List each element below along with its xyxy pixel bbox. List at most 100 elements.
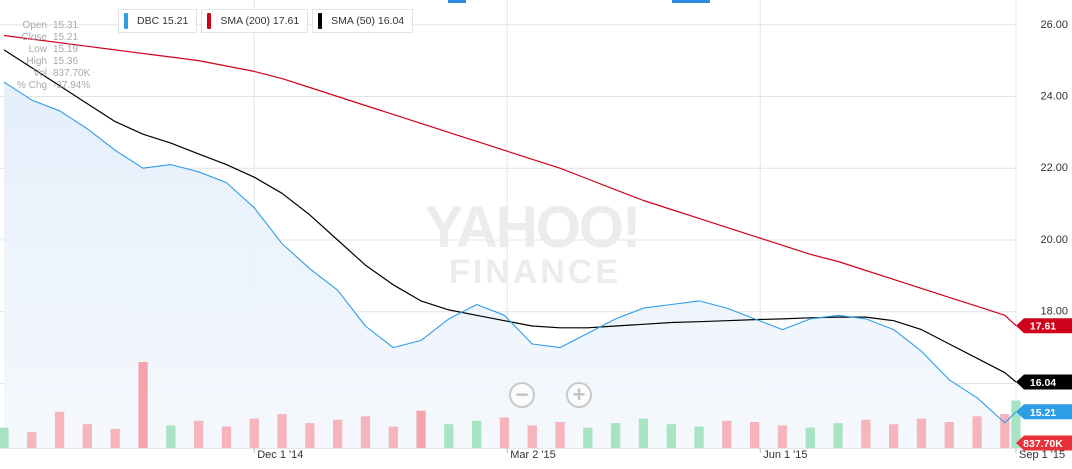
tab-indicator: [672, 0, 710, 3]
volume-bar: [54, 411, 65, 448]
volume-bar: [611, 423, 621, 448]
volume-bar: [110, 428, 120, 448]
legend-item[interactable]: DBC 15.21: [118, 9, 198, 33]
volume-bar: [833, 423, 843, 448]
volume-bar: [444, 424, 454, 448]
volume-bar: [1000, 414, 1010, 448]
ohlc-row: Low 15.19: [0, 44, 96, 56]
legend-swatch-icon: [318, 13, 323, 29]
volume-bar: [889, 424, 899, 448]
volume-bar: [249, 418, 259, 448]
volume-bar: [527, 425, 537, 448]
y-tick-label: 24.00: [1040, 90, 1068, 102]
last-value-tag: 16.04: [1016, 374, 1072, 390]
volume-bar: [388, 426, 398, 448]
legend-label: DBC 15.21: [137, 15, 189, 27]
x-tick-label: Dec 1 '14: [257, 449, 303, 461]
volume-bar: [666, 424, 676, 448]
ohlc-value: 837.70K: [53, 68, 91, 79]
legend-swatch-icon: [207, 13, 212, 29]
volume-bar: [416, 410, 426, 448]
ohlc-key: Open: [22, 20, 47, 31]
ohlc-value: 15.36: [53, 56, 79, 67]
volume-bar: [138, 362, 148, 448]
sma-200-line: [3, 34, 1017, 327]
y-tick-label: 22.00: [1040, 162, 1068, 174]
volume-bar: [166, 425, 176, 448]
ohlc-row: Close 15.21: [0, 32, 96, 44]
value-tag-bg: [1016, 404, 1072, 420]
value-tag-label: 15.21: [1030, 407, 1056, 419]
watermark-finance: FINANCE: [449, 253, 621, 291]
ohlc-value: 15.21: [53, 32, 79, 43]
legend-item[interactable]: SMA (200) 17.61: [201, 9, 309, 33]
y-tick-label: 18.00: [1040, 306, 1068, 318]
x-tick-label: Mar 2 '15: [510, 449, 556, 461]
volume-bar: [722, 420, 732, 448]
plus-icon: +: [572, 382, 586, 407]
volume-bar: [499, 417, 510, 448]
volume-bar: [82, 424, 92, 448]
ohlc-row: Vol 837.70K: [0, 68, 96, 80]
x-tick-label: Jun 1 '15: [763, 449, 807, 461]
value-tag-bg: [1016, 435, 1072, 451]
legend: DBC 15.21 SMA (200) 17.61 SMA (50) 16.04: [118, 9, 417, 33]
volume-bar: [472, 420, 482, 448]
volume-bar: [277, 414, 287, 448]
ohlc-row: High 15.36: [0, 56, 96, 68]
volume-bar: [555, 422, 565, 448]
ohlc-value: 15.31: [53, 20, 79, 31]
y-tick-label: 26.00: [1040, 19, 1068, 31]
volume-bar: [360, 416, 371, 448]
volume-bar: [750, 422, 760, 448]
value-tag-bg: [1016, 318, 1072, 334]
volume-bar: [583, 427, 593, 448]
watermark-yahoo: YAHOO!: [425, 195, 640, 260]
ohlc-row: Open 15.31: [0, 20, 96, 32]
value-tag-label: 16.04: [1030, 377, 1056, 389]
volume-bar: [305, 423, 315, 448]
volume-bar: [861, 419, 871, 448]
volume-bar: [194, 420, 204, 448]
ohlc-panel: Open 15.31 Close 15.21 Low 15.19 High 15.36 Vol 8…: [0, 20, 96, 92]
volume-bar: [694, 426, 704, 448]
dbc-area-fill: [4, 82, 1016, 448]
ohlc-value: 15.19: [53, 44, 79, 55]
volume-bar: [0, 427, 9, 448]
volume-bar: [27, 432, 37, 448]
volume-bar: [777, 425, 788, 448]
dbc-line: [3, 81, 1017, 424]
value-tag-label: 837.70K: [1023, 438, 1063, 450]
volume-bar: [916, 418, 927, 448]
ohlc-value: -37.94%: [53, 80, 91, 91]
ohlc-key: Low: [28, 44, 47, 55]
value-tag-label: 17.61: [1030, 321, 1056, 333]
value-tag-bg: [1016, 374, 1072, 390]
legend-item[interactable]: SMA (50) 16.04: [312, 9, 414, 33]
volume-value-tag: 837.70K: [1016, 435, 1072, 451]
volume-bar: [944, 422, 954, 448]
y-tick-label: 20.00: [1040, 234, 1068, 246]
volume-bar: [805, 427, 815, 448]
sma-50-line: [3, 49, 1017, 383]
last-value-tag: 15.21: [1016, 404, 1072, 420]
volume-bar: [638, 418, 649, 448]
zoom-in-button[interactable]: +: [566, 382, 592, 408]
minus-icon: −: [515, 382, 529, 407]
ohlc-key: Vol: [33, 68, 47, 79]
legend-label: SMA (200) 17.61: [220, 15, 300, 27]
tab-indicator: [448, 0, 466, 3]
volume-bar: [221, 426, 232, 448]
last-value-tag: 17.61: [1016, 318, 1072, 334]
legend-label: SMA (50) 16.04: [331, 15, 405, 27]
volume-bar: [333, 419, 343, 448]
ohlc-key: % Chg: [16, 80, 47, 91]
x-tick-label: Sep 1 '15: [1019, 449, 1065, 461]
ohlc-key: Close: [21, 32, 47, 43]
legend-swatch-icon: [124, 13, 128, 29]
zoom-out-button[interactable]: −: [509, 382, 535, 408]
volume-bar: [972, 416, 982, 448]
ohlc-row: % Chg -37.94%: [0, 80, 96, 92]
